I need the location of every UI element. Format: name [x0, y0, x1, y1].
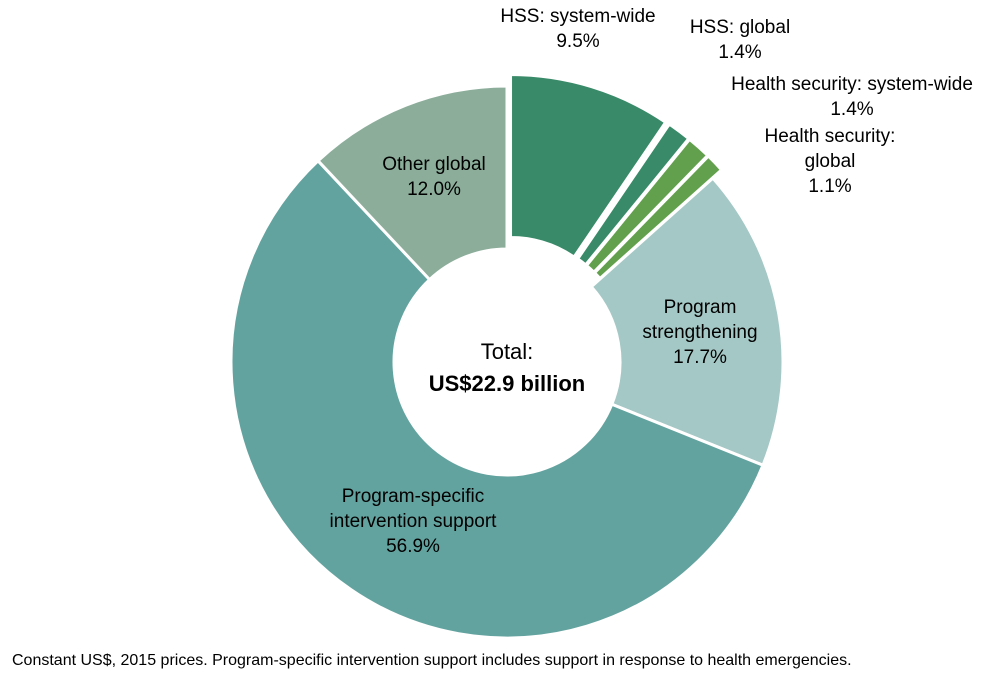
hss-system-wide-label: HSS: system-wide 9.5% [500, 6, 655, 52]
health-security-global-label: Health security: global 1.1% [765, 126, 896, 197]
health-security-system-wide-label: Health security: system-wide 1.4% [731, 74, 973, 120]
slice-program-specific-intervention-support [229, 158, 765, 640]
slice-other-global [315, 84, 509, 282]
donut-chart: HSS: system-wide 9.5% HSS: global 1.4% Healt… [229, 6, 973, 640]
hss-global-label: HSS: global 1.4% [690, 17, 790, 63]
center-total-value: US$22.9 billion [429, 371, 586, 396]
footnote: Constant US$, 2015 prices. Program-speci… [12, 652, 852, 669]
program-specific-intervention-support-label: Program-specific intervention support 56.9… [330, 486, 498, 557]
slice-hss-system-wide [509, 73, 668, 260]
other-global-label: Other global 12.0% [382, 154, 486, 200]
program-strengthening-label: Program strengthening 17.7% [642, 297, 757, 368]
slice-program-strengthening [589, 176, 785, 468]
center-total-label: Total: [481, 339, 534, 364]
